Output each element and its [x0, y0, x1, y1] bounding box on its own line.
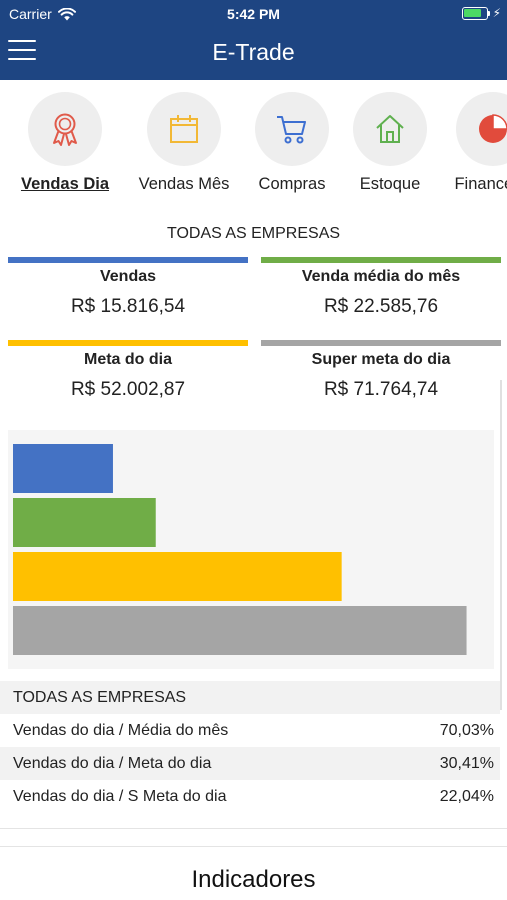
carrier-name: Carrier	[9, 6, 52, 22]
carrier-info: Carrier	[9, 6, 76, 22]
divider	[0, 846, 507, 847]
top-bar: Carrier 5:42 PM ⚡ E-Trade	[0, 0, 507, 80]
chart-bar-4	[13, 606, 467, 655]
indicator-label: Vendas do dia / Média do mês	[13, 721, 229, 739]
indicator-label: Vendas do dia / Meta do dia	[13, 754, 212, 772]
indicator-value: 30,41%	[439, 754, 494, 772]
table-row: Vendas do dia / S Meta do dia 22,04%	[0, 780, 500, 813]
tab-vendas-mes[interactable]: Vendas Mês	[134, 92, 234, 193]
metric-value: R$ 52.002,87	[70, 379, 186, 400]
tab-icon-circle	[147, 92, 221, 166]
scroll-indicator	[500, 380, 502, 710]
chart-bar-3	[13, 552, 342, 601]
chart-bar-1	[13, 444, 113, 493]
battery-icon	[461, 6, 488, 20]
tab-icon-circle	[456, 92, 507, 166]
tab-label: Estoque	[359, 175, 421, 193]
home-icon	[376, 115, 404, 143]
metric-color-bar	[261, 340, 501, 346]
section-title-indicadores: Indicadores	[191, 866, 316, 893]
metric-label: Super meta do dia	[311, 351, 451, 368]
tab-icon-circle	[353, 92, 427, 166]
sales-bar-chart	[8, 430, 494, 669]
calendar-icon	[170, 115, 198, 143]
metric-color-bar	[261, 257, 501, 263]
tab-icon-circle	[28, 92, 102, 166]
summary-title: TODAS AS EMPRESAS	[166, 225, 341, 242]
charging-bolt-icon: ⚡	[492, 6, 501, 20]
metric-value: R$ 71.764,74	[323, 379, 439, 400]
metric-venda-media: Venda média do mês R$ 22.585,76	[261, 257, 501, 318]
menu-icon[interactable]	[8, 40, 36, 60]
status-bar: Carrier 5:42 PM ⚡	[0, 0, 507, 28]
battery-indicator: ⚡	[461, 6, 501, 20]
tab-label: Compras	[258, 175, 326, 193]
table-row: Vendas do dia / Média do mês 70,03%	[0, 714, 500, 747]
indicator-value: 70,03%	[439, 721, 494, 739]
tab-estoque[interactable]: Estoque	[340, 92, 440, 193]
metric-value: R$ 15.816,54	[70, 296, 186, 317]
pie-chart-icon	[479, 114, 507, 143]
tab-vendas-dia[interactable]: Vendas Dia	[15, 92, 115, 193]
indicator-value: 22,04%	[439, 787, 494, 805]
metric-super-meta: Super meta do dia R$ 71.764,74	[261, 340, 501, 401]
wifi-icon	[57, 7, 76, 20]
indicators-table: TODAS AS EMPRESAS Vendas do dia / Média …	[0, 681, 500, 813]
metric-vendas: Vendas R$ 15.816,54	[8, 257, 248, 318]
tab-label: Vendas Dia	[20, 175, 110, 193]
tab-label: Vendas Mês	[138, 175, 230, 193]
tab-label: Financeiro	[454, 175, 507, 193]
clock: 5:42 PM	[227, 6, 280, 22]
category-tabs: Vendas Dia Vendas Mês Compras	[0, 88, 507, 193]
chart-bar-2	[13, 498, 156, 547]
shopping-cart-icon	[277, 116, 306, 144]
tab-icon-circle	[255, 92, 329, 166]
table-row: Vendas do dia / Meta do dia 30,41%	[0, 747, 500, 780]
award-ribbon-icon	[53, 113, 77, 146]
metric-color-bar	[8, 340, 248, 346]
metric-color-bar	[8, 257, 248, 263]
navigation-bar: E-Trade	[0, 28, 507, 80]
app-title: E-Trade	[212, 39, 295, 65]
metric-meta-dia: Meta do dia R$ 52.002,87	[8, 340, 248, 401]
chart-canvas	[13, 444, 467, 655]
battery-fill	[464, 9, 481, 17]
tab-financeiro[interactable]: Financeiro	[443, 92, 507, 193]
divider	[0, 828, 507, 829]
metric-value: R$ 22.585,76	[323, 296, 439, 317]
tab-compras[interactable]: Compras	[242, 92, 342, 193]
indicator-label: Vendas do dia / S Meta do dia	[13, 787, 227, 805]
metric-label: Vendas	[99, 268, 157, 285]
battery-tip	[487, 10, 490, 16]
indicators-title: TODAS AS EMPRESAS	[0, 681, 500, 714]
metric-label: Venda média do mês	[301, 268, 461, 285]
metric-label: Meta do dia	[83, 351, 172, 368]
